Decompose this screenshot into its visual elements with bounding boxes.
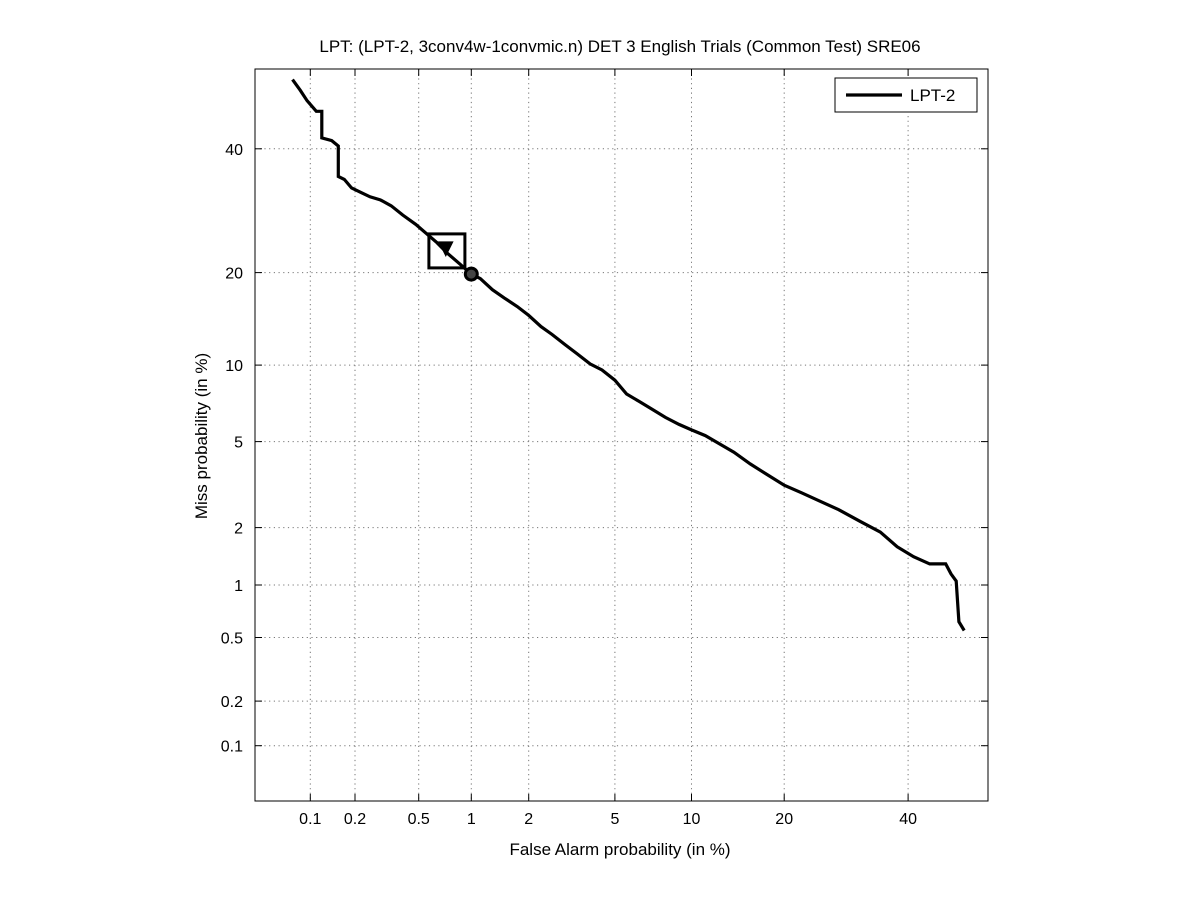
y-ticks: 0.1 0.2 0.5 1 2 5 10 20 40 [221,142,988,756]
x-tick-label: 0.5 [408,811,430,828]
legend-label-lpt-2: LPT-2 [910,86,955,105]
actual-dcf-circle-marker [463,266,479,282]
chart-title: LPT: (LPT-2, 3conv4w-1convmic.n) DET 3 E… [319,37,920,56]
y-tick-label: 20 [225,266,243,283]
y-tick-label: 2 [234,521,243,538]
grid [255,69,988,801]
y-tick-label: 0.1 [221,739,243,756]
y-tick-label: 40 [225,142,243,159]
y-tick-label: 5 [234,435,243,452]
y-axis-label: Miss probability (in %) [192,353,211,519]
x-tick-label: 0.1 [299,811,321,828]
x-axis-label: False Alarm probability (in %) [509,840,730,859]
markers [427,232,479,282]
x-tick-label: 2 [524,811,533,828]
x-tick-label: 1 [467,811,476,828]
x-tick-label: 5 [610,811,619,828]
x-tick-label: 0.2 [344,811,366,828]
triangle-marker [437,241,454,258]
plot-frame [254,68,989,802]
legend: LPT-2 [834,77,978,113]
x-tick-label: 40 [899,811,917,828]
x-ticks: 0.1 0.2 0.5 1 2 5 10 20 40 [299,69,917,828]
x-tick-label: 20 [775,811,793,828]
series-line-lpt-2 [291,78,966,632]
y-tick-label: 1 [234,578,243,595]
min-dcf-square-marker [427,232,467,270]
y-tick-label: 0.2 [221,694,243,711]
y-tick-label: 10 [225,358,243,375]
x-tick-label: 10 [683,811,701,828]
y-tick-label: 0.5 [221,631,243,648]
